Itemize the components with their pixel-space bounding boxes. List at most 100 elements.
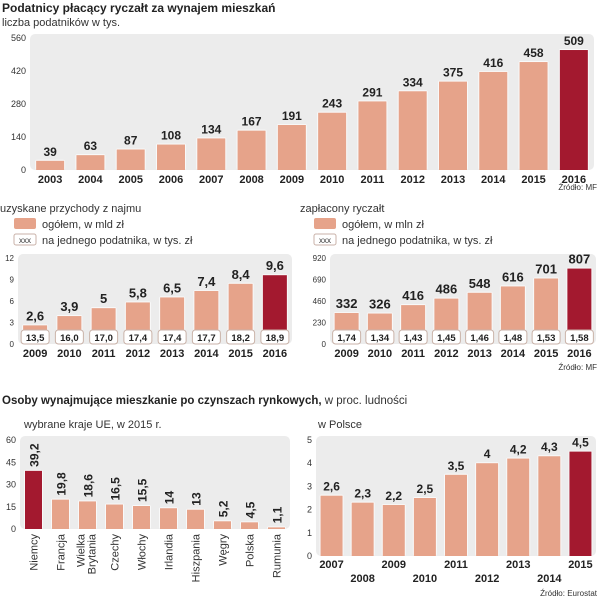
- bar: [237, 130, 266, 170]
- data-label: 4,5: [572, 436, 589, 450]
- y-tick-label: 420: [11, 66, 26, 76]
- bar: [358, 101, 387, 170]
- source-note: Źródło: MF: [558, 183, 597, 192]
- x-tick-label: 2010: [368, 348, 392, 360]
- bar: [79, 501, 96, 529]
- data-label: 3,5: [448, 459, 465, 473]
- x-tick-label: 2003: [38, 174, 62, 186]
- data-label: 509: [564, 34, 584, 48]
- legend-box: [13, 233, 37, 246]
- data-label: 87: [124, 133, 138, 147]
- y-tick-label: 45: [6, 457, 16, 467]
- y-tick-label: 0: [322, 340, 327, 349]
- data-label: 5,2: [217, 500, 231, 517]
- bar: [413, 498, 436, 556]
- data-label: 4,5: [244, 501, 258, 518]
- bar: [538, 456, 561, 556]
- legend-label: na jednego podatnika, w tys. zł: [342, 235, 493, 247]
- y-tick-label: 4: [307, 458, 312, 468]
- x-tick-label: 2010: [57, 348, 81, 360]
- bar: [76, 155, 105, 170]
- bar: [187, 509, 204, 529]
- per-taxpayer-box: [123, 329, 153, 345]
- y-tick-label: 230: [313, 319, 327, 328]
- x-tick-label: 2013: [441, 174, 465, 186]
- per-taxpayer-value: 1,46: [470, 333, 489, 344]
- y-tick-label: 560: [11, 33, 26, 43]
- bar: [559, 50, 588, 171]
- x-tick-label: 2004: [78, 174, 103, 186]
- data-label: 9,6: [266, 258, 284, 273]
- data-label: 807: [569, 252, 591, 267]
- data-label: 243: [322, 97, 342, 111]
- y-tick-label: 690: [313, 276, 327, 285]
- x-tick-label-line: Wielka: [76, 533, 88, 567]
- per-taxpayer-box: [365, 329, 395, 345]
- x-tick-label-line: Brytania: [87, 533, 99, 574]
- data-label: 3,9: [60, 299, 78, 314]
- per-taxpayer-box: [226, 329, 256, 345]
- bar: [476, 463, 499, 556]
- y-tick-label: 12: [5, 254, 14, 263]
- x-tick-label: 2012: [434, 348, 458, 360]
- data-label: 375: [443, 66, 463, 80]
- bar: [569, 451, 592, 556]
- x-tick-label: 2011: [444, 559, 468, 571]
- bar: [445, 474, 467, 556]
- bar: [439, 81, 467, 170]
- x-tick-label: Niemcy: [29, 534, 41, 571]
- y-tick-label: 0: [10, 340, 15, 349]
- x-tick-label: Irlandia: [164, 533, 176, 570]
- data-label: 13: [190, 492, 204, 506]
- plot-background: [330, 254, 596, 344]
- data-label: 4,3: [541, 440, 558, 454]
- per-taxpayer-box: [531, 329, 561, 345]
- chart-subtitle: wybrane kraje UE, w 2015 r.: [23, 419, 162, 431]
- y-tick-label: 1: [307, 528, 312, 538]
- bar: [36, 160, 65, 170]
- y-tick-label: 2: [307, 505, 312, 515]
- x-tick-label: 2014: [501, 348, 526, 360]
- x-tick-label: Węgry: [218, 534, 230, 566]
- x-tick-label: Włochy: [137, 534, 149, 571]
- x-tick-label: 2012: [400, 174, 424, 186]
- per-taxpayer-value: 1,43: [404, 333, 423, 344]
- bar: [241, 522, 258, 529]
- chart-title: uzyskane przychody z najmu: [0, 203, 141, 215]
- bar: [382, 504, 405, 556]
- bar: [116, 149, 145, 170]
- bar: [160, 508, 177, 529]
- data-label: 134: [201, 122, 221, 136]
- bar: [277, 124, 306, 170]
- bar: [25, 470, 42, 529]
- x-tick-label: 2009: [23, 348, 47, 360]
- x-tick-label: 2015: [228, 348, 252, 360]
- per-taxpayer-value: 17,4: [129, 333, 148, 344]
- x-tick-label: 2007: [319, 559, 343, 571]
- bar: [157, 144, 185, 170]
- per-taxpayer-value: 17,0: [94, 333, 113, 344]
- data-label: 63: [84, 139, 98, 153]
- x-tick-label: 2014: [194, 348, 219, 360]
- section-title: Osoby wynajmujące mieszkanie po czynszac…: [2, 395, 407, 407]
- per-taxpayer-box: [398, 329, 428, 345]
- x-tick-label: Czechy: [110, 534, 122, 571]
- chart-subtitle: w Polsce: [317, 419, 362, 431]
- per-taxpayer-value: 1,53: [537, 333, 556, 344]
- per-taxpayer-value: 16,0: [60, 333, 79, 344]
- y-tick-label: 280: [11, 99, 26, 109]
- x-tick-label: 2014: [537, 573, 562, 585]
- y-tick-label: 920: [313, 254, 327, 263]
- x-tick-label: Hiszpania: [191, 533, 203, 582]
- per-taxpayer-box: [260, 329, 290, 345]
- legend-label: ogółem, w mln zł: [342, 219, 424, 231]
- per-taxpayer-box: [157, 329, 187, 345]
- y-tick-label: 9: [10, 276, 15, 285]
- y-tick-label: 6: [10, 297, 15, 306]
- data-label: 39: [43, 145, 57, 159]
- x-tick-label: 2015: [568, 559, 592, 571]
- chart-title: Podatnicy płacący ryczałt za wynajem mie…: [2, 1, 275, 15]
- per-taxpayer-value: 18,9: [266, 333, 285, 344]
- bar: [320, 495, 343, 556]
